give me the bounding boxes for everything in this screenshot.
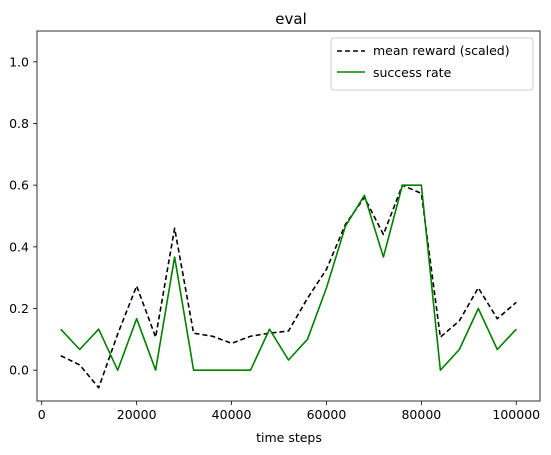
series-line-mean-reward	[60, 184, 517, 389]
y-tick-label: 0.6	[9, 178, 29, 193]
legend: mean reward (scaled) success rate	[330, 37, 534, 91]
x-axis-label: time steps	[256, 430, 322, 445]
y-tick-label: 0.4	[9, 239, 29, 254]
y-tick-label: 1.0	[9, 54, 29, 69]
x-tick-label: 80000	[401, 407, 441, 422]
x-tick-label: 20000	[117, 407, 157, 422]
chart-title: eval	[275, 10, 306, 28]
x-tick-label: 60000	[307, 407, 347, 422]
legend-label-success-rate: success rate	[373, 65, 452, 80]
plot-frame	[36, 30, 541, 402]
series-line-success-rate	[60, 184, 517, 371]
x-tick-label: 100000	[492, 407, 540, 422]
legend-box	[330, 37, 534, 91]
y-tick-label: 0.0	[9, 363, 29, 378]
y-tick-label: 0.8	[9, 116, 29, 131]
y-tick-label: 0.2	[9, 301, 29, 316]
x-tick-label: 0	[38, 407, 46, 422]
x-tick-label: 40000	[212, 407, 252, 422]
legend-label-mean-reward: mean reward (scaled)	[373, 43, 510, 58]
